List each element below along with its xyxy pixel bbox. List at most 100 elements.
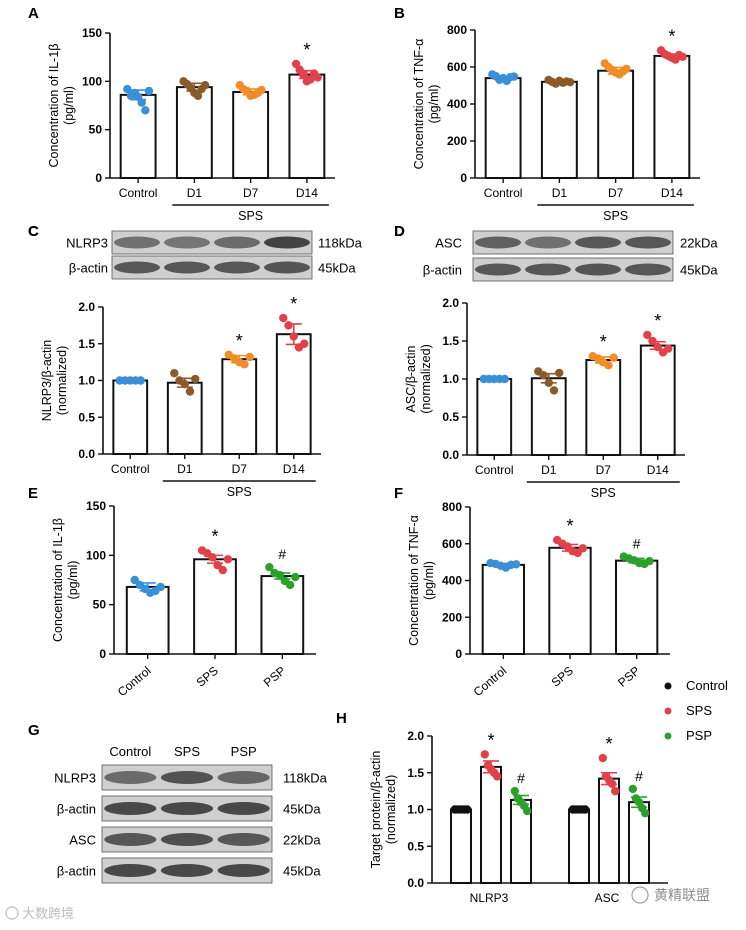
y-tick-label: 100	[86, 548, 106, 562]
y-tick-label: 50	[89, 123, 103, 137]
y-tick-label: 0	[455, 647, 462, 661]
data-point	[218, 565, 227, 575]
legend-marker	[664, 682, 672, 690]
x-tick-label: Control	[484, 186, 523, 200]
bar	[568, 808, 590, 884]
y-tick-label: 200	[447, 134, 467, 148]
y-tick-label: 1.0	[78, 374, 95, 388]
bar	[119, 93, 157, 179]
significance-mark: *	[600, 332, 607, 352]
x-tick-label: D1	[177, 462, 193, 476]
significance-mark: *	[654, 311, 661, 331]
western-blot-g: Control SPS PSP NLRP3 118kDa β-actin 45kDa ASC 2…	[54, 744, 328, 884]
data-point	[257, 85, 266, 95]
bar	[112, 379, 149, 455]
data-point	[245, 352, 254, 362]
blot-band	[625, 236, 671, 249]
x-tick-label: D7	[596, 463, 612, 477]
blot-band	[217, 833, 270, 846]
data-point	[544, 378, 553, 387]
y-axis-label: NLRP3/β-actin	[40, 340, 54, 422]
blot-band	[575, 236, 621, 249]
data-point	[265, 562, 274, 572]
y-axis-label: Target protein/β-actin	[369, 751, 383, 869]
significance-mark: *	[290, 294, 297, 314]
lane-label: SPS	[174, 744, 200, 759]
y-axis-label-unit: (pg/ml)	[422, 561, 436, 600]
legend-marker	[664, 707, 672, 715]
bar	[615, 559, 659, 656]
data-point	[607, 779, 617, 788]
legend-marker	[664, 732, 672, 740]
group-label: SPS	[603, 209, 628, 223]
blot-band	[575, 263, 621, 276]
bar	[653, 54, 691, 179]
watermark-logos: 大数跨境 黄精联盟	[5, 886, 710, 922]
bar	[193, 558, 237, 656]
data-point	[279, 313, 288, 323]
x-tick-label: D14	[283, 462, 305, 476]
data-point	[208, 553, 217, 562]
panel-letter: E	[28, 485, 38, 502]
bar	[484, 77, 522, 179]
y-tick-label: 150	[86, 499, 106, 513]
chart-panel-h: H 0.0 0.5 1.0 1.5 2.0 Target protein/β-actin (n…	[336, 710, 668, 905]
lane-label: PSP	[231, 744, 257, 759]
data-point	[622, 64, 631, 74]
molecular-weight-label: 45kDa	[283, 864, 321, 879]
y-tick-label: 800	[447, 23, 467, 37]
y-axis-label-unit: (normalized)	[419, 344, 433, 413]
protein-label: β-actin	[57, 864, 96, 879]
watermark-right-text: 黄精联盟	[654, 887, 710, 904]
x-tick-label: NLRP3	[470, 891, 509, 905]
blot-band	[217, 771, 270, 784]
bar	[585, 359, 622, 456]
blot-band	[475, 236, 521, 249]
panel-letter: D	[394, 223, 405, 240]
blot-band	[114, 236, 160, 249]
panel-letter: C	[28, 223, 39, 240]
protein-label: NLRP3	[66, 236, 108, 251]
blot-strip	[472, 257, 674, 282]
y-axis-label: Concentration of IL-1β	[47, 44, 61, 168]
y-tick-label: 400	[442, 574, 462, 588]
panel-letter: G	[28, 722, 40, 739]
bar	[530, 377, 567, 456]
data-point	[578, 544, 588, 553]
y-axis-label-unit: (normalized)	[384, 775, 398, 844]
chart-panel-b: B 0 200 400 600 800 Concentration of TNF-α (pg/…	[394, 5, 700, 223]
y-tick-label: 1.0	[407, 803, 424, 817]
data-point	[291, 572, 300, 582]
y-axis-label: ASC/β-actin	[404, 345, 418, 412]
legend-label: SPS	[686, 703, 712, 718]
blot-band	[104, 864, 157, 877]
bar	[450, 808, 472, 884]
data-point	[549, 386, 559, 395]
lane-label: Control	[109, 744, 151, 759]
data-point	[240, 360, 249, 369]
chart-panel-e: E 0 50 100 150 Concentration of IL-1β (pg/ml) C…	[28, 485, 316, 699]
blot-band	[625, 263, 671, 276]
data-point	[598, 753, 607, 763]
data-point	[289, 332, 298, 341]
blot-band	[264, 261, 310, 274]
bar	[548, 546, 592, 655]
data-point	[463, 805, 472, 814]
x-tick-label: D7	[232, 462, 248, 476]
y-axis-label-unit: (pg/ml)	[427, 85, 441, 124]
x-tick-label: D1	[552, 186, 568, 200]
x-tick-label: Control	[115, 664, 154, 700]
data-point	[628, 784, 637, 794]
y-tick-label: 0	[95, 171, 102, 185]
molecular-weight-label: 45kDa	[680, 263, 718, 278]
y-tick-label: 0.5	[407, 839, 424, 853]
x-tick-label: Control	[471, 664, 510, 700]
bar	[480, 765, 502, 884]
bar	[166, 381, 203, 455]
y-tick-label: 1.0	[442, 372, 459, 386]
data-point	[144, 86, 154, 96]
blot-strip	[111, 230, 313, 255]
data-point	[500, 374, 509, 384]
western-blot-c: C NLRP3 118kDa β-actin 45kDa	[28, 223, 363, 280]
